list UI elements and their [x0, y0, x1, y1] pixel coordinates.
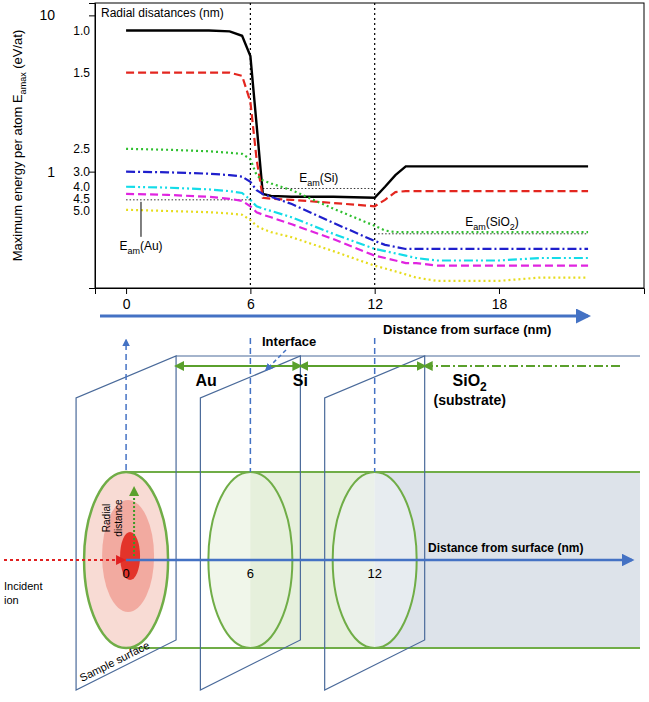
radial-arrow	[133, 488, 135, 556]
text-part: amax	[18, 72, 28, 95]
reference-label: Eam(Au)	[119, 239, 162, 256]
series-label: 1.0	[73, 24, 90, 38]
tick-mark	[499, 288, 500, 294]
series-label: 2.5	[73, 142, 90, 156]
guide-line	[250, 338, 252, 472]
position-label: 6	[247, 566, 254, 581]
text-part: E	[465, 215, 473, 229]
diagram: Distance from surface (nm) 0 6 12 Radialdist…	[4, 334, 640, 690]
leader-line	[140, 202, 141, 237]
text-part: (Au)	[140, 239, 163, 253]
text-part: E	[119, 239, 127, 253]
tick: 0	[123, 288, 131, 312]
series-line	[126, 210, 588, 281]
interface-arrow	[266, 350, 286, 370]
x-axis: 0 6 12 18	[96, 288, 645, 312]
ion-label: Incident ion	[4, 580, 43, 606]
text-part: am	[127, 246, 140, 256]
position-label: 0	[122, 566, 129, 581]
tick-label: 10	[39, 7, 55, 23]
depth-axis-title: Distance from surface (nm)	[428, 541, 583, 555]
axis-line	[96, 289, 645, 295]
chart-title: Radial disatances (nm)	[101, 6, 224, 20]
position-label: 12	[367, 566, 381, 581]
text-line: Radial	[101, 504, 112, 532]
cylinder-edge	[126, 471, 640, 473]
layer-arrow	[300, 365, 424, 367]
x-axis-title: Distance from surface (nm)	[383, 322, 551, 337]
series-line	[126, 172, 588, 249]
interface-label: Interface	[262, 334, 316, 349]
layer-arrow	[176, 365, 300, 367]
text-part: )	[515, 215, 519, 229]
series-line	[126, 149, 588, 232]
text-part: SiO	[453, 372, 481, 389]
impact-zone	[102, 500, 154, 612]
tick-label: 0	[123, 296, 131, 312]
text-part: am	[307, 178, 320, 188]
layer-label: Au	[195, 372, 216, 389]
layer-plane	[325, 356, 425, 690]
layer-label: Si	[293, 372, 308, 389]
reference-line	[126, 199, 250, 200]
tick-label: 1	[47, 164, 55, 180]
radial-label: Radialdistance	[101, 499, 124, 537]
tick-mark	[89, 15, 95, 16]
guide-line	[374, 338, 376, 472]
tick-label: 12	[367, 296, 383, 312]
interface-line	[250, 3, 251, 288]
tick: 10	[39, 7, 95, 23]
interface-line	[374, 3, 375, 288]
reference-line	[375, 233, 588, 234]
tick: 6	[247, 288, 255, 312]
text-part: Si	[293, 372, 308, 389]
series-label: 5.0	[73, 204, 90, 218]
tick-mark	[375, 288, 376, 294]
layer-plane	[200, 356, 300, 690]
tick-mark	[126, 288, 127, 294]
text-line: ion	[4, 594, 19, 606]
plot-frame	[95, 3, 644, 288]
tick: 18	[492, 288, 508, 312]
layer-label: SiO2	[453, 372, 488, 394]
text-line: distance	[113, 499, 124, 537]
layer-arrow	[425, 365, 620, 367]
text-part: Maximum energy per atom	[10, 103, 25, 261]
surface-label: Sample surface	[78, 639, 152, 684]
series-line	[126, 73, 588, 207]
tick-label: 6	[247, 296, 255, 312]
guide-line	[125, 340, 127, 470]
y-axis-title: Maximum energy per atom Eamax (eV/at)	[10, 30, 28, 262]
text-part: E	[299, 171, 307, 185]
substrate-label: (substrate)	[433, 392, 505, 408]
tick-mark	[250, 288, 251, 294]
text-part: E	[10, 94, 25, 103]
series-label: 1.5	[73, 66, 90, 80]
text-part: (eV/at)	[10, 30, 25, 73]
plot-area	[126, 3, 588, 288]
depth-axis	[126, 559, 632, 562]
figure: 0 6 12 18 1 10 Maximum energy per atom Eamax (…	[0, 0, 649, 702]
tick: 12	[367, 288, 383, 312]
ion-arrow	[4, 559, 124, 561]
cylinder-edge	[126, 647, 640, 649]
text-part: (Si)	[320, 171, 339, 185]
y-axis: 1 10	[39, 4, 95, 289]
text-line: Incident	[4, 580, 43, 592]
reference-label: Eam(Si)	[299, 171, 338, 188]
impact-core	[120, 532, 140, 580]
text-part: SiO	[490, 215, 510, 229]
tick: 1	[47, 164, 95, 180]
tick-label: 18	[492, 296, 508, 312]
series-label: 3.0	[73, 165, 90, 179]
box-edge	[176, 355, 640, 356]
text-part: Au	[195, 372, 216, 389]
x-axis-arrow	[100, 315, 588, 318]
text-part: am	[473, 222, 486, 232]
reference-label: Eam(SiO2)	[465, 215, 519, 232]
series-line	[126, 194, 588, 266]
